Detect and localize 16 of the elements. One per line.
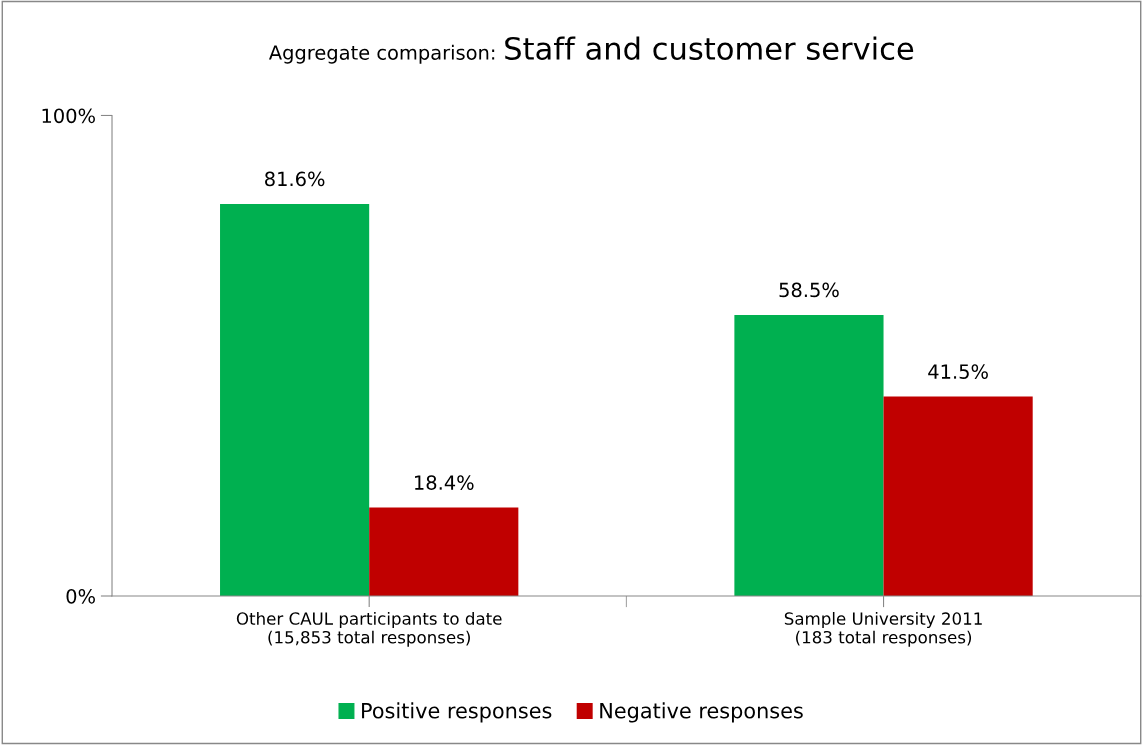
bar: [883, 396, 1033, 596]
bar: [220, 203, 370, 596]
chart-subtitle: Staff and customer service: [505, 36, 914, 61]
y-tick-label: 100%: [42, 108, 95, 124]
legend-label: Positive responses: [362, 702, 552, 723]
data-label: 41.5%: [928, 364, 988, 379]
data-label: 18.4%: [415, 475, 474, 490]
x-tick-label: Sample University 2011 (183 total responses): [784, 611, 982, 647]
legend-label: Negative responses: [600, 702, 803, 723]
y-tick-label: 0%: [66, 588, 95, 604]
bar: [369, 507, 519, 596]
data-label: 81.6%: [265, 171, 325, 187]
chart-title: Aggregate comparison:: [268, 44, 495, 64]
data-label: 58.5%: [779, 282, 839, 298]
bar: [734, 314, 884, 596]
x-tick-label: Other CAUL participants to date (15,853 total responses): [236, 611, 502, 647]
